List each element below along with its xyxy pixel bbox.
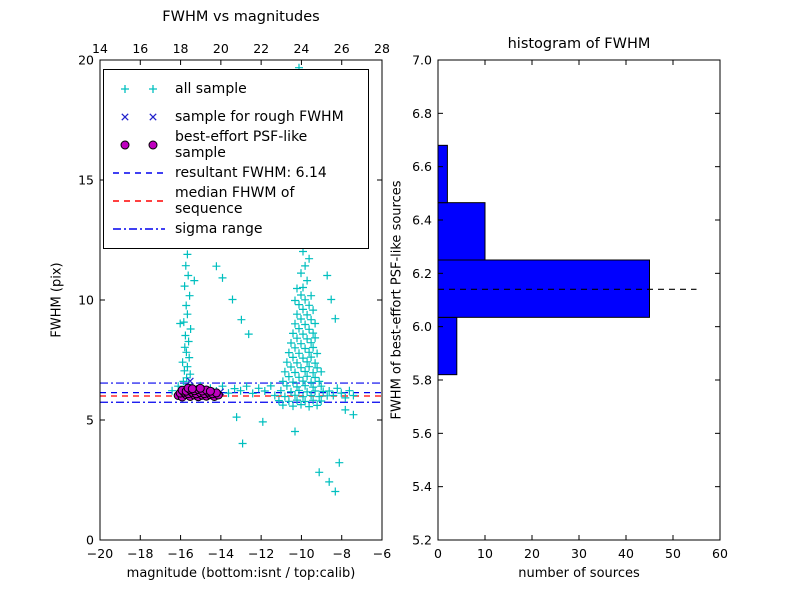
svg-text:6.8: 6.8 xyxy=(412,106,432,121)
histogram-ylabel: FWHM of best-effort PSF-like sources xyxy=(389,180,405,420)
svg-text:−14: −14 xyxy=(208,546,234,561)
legend-label: all sample xyxy=(175,81,247,97)
svg-text:6.4: 6.4 xyxy=(412,213,432,228)
legend-item-median-fwhm: median FHWM of sequence xyxy=(111,185,361,217)
svg-text:6.6: 6.6 xyxy=(412,159,432,174)
scatter-xlabel: magnitude (bottom:isnt / top:calib) xyxy=(126,566,356,581)
blue-dashed-line-icon xyxy=(111,164,167,182)
blue-dashdot-line-icon xyxy=(111,220,167,238)
svg-text:0: 0 xyxy=(86,533,94,548)
legend-item-rough-fwhm-sample: sample for rough FWHM xyxy=(111,104,361,130)
legend-label: sample for rough FWHM xyxy=(175,109,344,125)
svg-text:−12: −12 xyxy=(248,546,274,561)
svg-text:50: 50 xyxy=(665,546,681,561)
svg-text:5.4: 5.4 xyxy=(412,479,432,494)
blue-x-marker-icon xyxy=(111,108,167,126)
svg-text:5: 5 xyxy=(86,413,94,428)
histogram-title: histogram of FWHM xyxy=(507,36,651,52)
svg-text:5.2: 5.2 xyxy=(412,533,432,548)
legend-label: median FHWM of sequence xyxy=(175,185,295,217)
red-dashed-line-icon xyxy=(111,192,167,210)
histogram-xlabel: number of sources xyxy=(518,566,640,581)
legend-label: sigma range xyxy=(175,221,263,237)
svg-text:40: 40 xyxy=(618,546,634,561)
svg-text:28: 28 xyxy=(374,41,390,56)
svg-text:−8: −8 xyxy=(332,546,350,561)
svg-text:16: 16 xyxy=(132,41,148,56)
legend-item-resultant-fwhm: resultant FWHM: 6.14 xyxy=(111,160,361,186)
svg-text:60: 60 xyxy=(712,546,728,561)
legend: all sample sample for rough FWHM best-ef… xyxy=(103,69,369,249)
scatter-title: FWHM vs magnitudes xyxy=(162,9,320,25)
legend-item-sigma-range: sigma range xyxy=(111,216,361,242)
cyan-plus-marker-icon xyxy=(111,80,167,98)
legend-label: best-effort PSF-like sample xyxy=(175,129,308,161)
svg-text:14: 14 xyxy=(92,41,108,56)
legend-item-psf-like-sample: best-effort PSF-like sample xyxy=(111,129,361,161)
svg-text:26: 26 xyxy=(334,41,350,56)
svg-text:−20: −20 xyxy=(87,546,113,561)
magenta-circle-marker-icon xyxy=(111,136,167,154)
svg-text:−16: −16 xyxy=(167,546,193,561)
scatter-ylabel: FWHM (pix) xyxy=(49,262,65,338)
svg-text:22: 22 xyxy=(253,41,269,56)
svg-text:−18: −18 xyxy=(127,546,153,561)
legend-item-all-sample: all sample xyxy=(111,76,361,102)
svg-text:20: 20 xyxy=(524,546,540,561)
svg-text:30: 30 xyxy=(571,546,587,561)
svg-text:18: 18 xyxy=(173,41,189,56)
svg-text:5.8: 5.8 xyxy=(412,373,432,388)
svg-text:20: 20 xyxy=(213,41,229,56)
svg-text:15: 15 xyxy=(78,173,94,188)
svg-text:6.2: 6.2 xyxy=(412,266,432,281)
legend-label: resultant FWHM: 6.14 xyxy=(175,165,327,181)
svg-text:−10: −10 xyxy=(288,546,314,561)
svg-text:24: 24 xyxy=(293,41,309,56)
svg-text:5.6: 5.6 xyxy=(412,426,432,441)
svg-text:7.0: 7.0 xyxy=(412,53,432,68)
svg-text:0: 0 xyxy=(434,546,442,561)
svg-text:20: 20 xyxy=(78,53,94,68)
svg-text:−6: −6 xyxy=(373,546,391,561)
svg-text:10: 10 xyxy=(477,546,493,561)
svg-text:6.0: 6.0 xyxy=(412,319,432,334)
svg-text:10: 10 xyxy=(78,293,94,308)
